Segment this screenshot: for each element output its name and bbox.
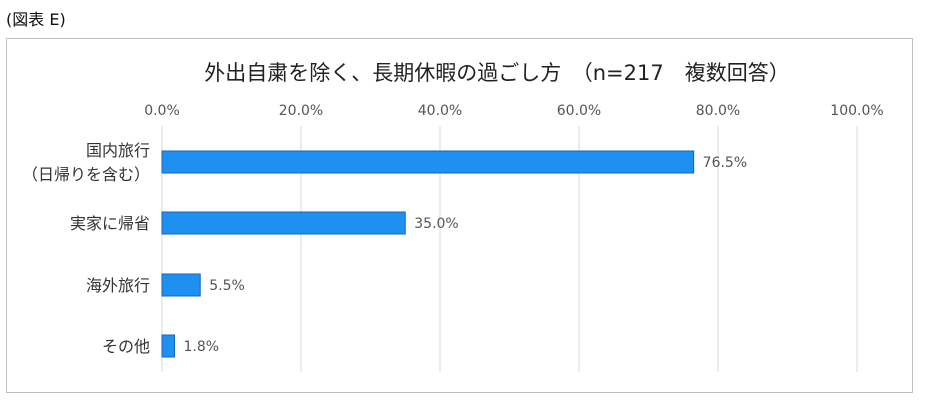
data-labels: 76.5% 35.0% 5.5% 1.8% <box>184 155 748 355</box>
bar <box>161 273 201 297</box>
category-label: 実家に帰省 <box>70 214 150 233</box>
chart-title: 外出自粛を除く、長期休暇の過ごし方 （n=217 複数回答） <box>204 61 790 85</box>
x-tick-label: 40.0% <box>418 103 462 119</box>
data-label: 35.0% <box>414 216 458 232</box>
category-label: その他 <box>102 337 150 356</box>
x-tick-label: 100.0% <box>830 103 883 119</box>
data-label: 76.5% <box>703 155 747 171</box>
x-tick-label: 0.0% <box>144 103 180 119</box>
x-tick-label: 20.0% <box>279 103 323 119</box>
bar <box>161 334 176 358</box>
category-label: 国内旅行 <box>86 141 150 160</box>
category-label: （日帰りを含む） <box>22 165 150 184</box>
data-label: 1.8% <box>184 339 220 355</box>
chart-frame <box>6 38 913 393</box>
x-tick-label: 60.0% <box>557 103 601 119</box>
figure-caption: (図表 E) <box>6 10 66 29</box>
category-label: 海外旅行 <box>86 276 150 295</box>
data-label: 5.5% <box>209 278 245 294</box>
bar <box>161 211 406 235</box>
x-tick-labels: 0.0% 20.0% 40.0% 60.0% 80.0% 100.0% <box>144 103 883 119</box>
bar <box>161 150 695 174</box>
bars <box>161 150 695 358</box>
x-tick-label: 80.0% <box>696 103 740 119</box>
